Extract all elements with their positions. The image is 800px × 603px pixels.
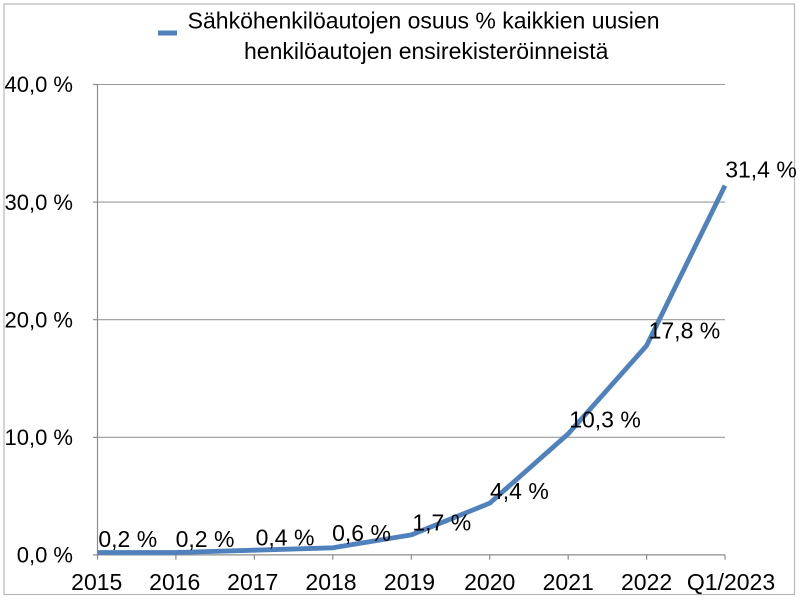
svg-text:1,7 %: 1,7 % (412, 510, 471, 536)
svg-text:0,0 %: 0,0 % (17, 543, 73, 568)
svg-text:2015: 2015 (71, 569, 122, 595)
svg-text:0,6 %: 0,6 % (332, 520, 391, 546)
svg-text:henkilöautojen ensirekisteröin: henkilöautojen ensirekisteröinneistä (244, 38, 609, 64)
svg-text:2022: 2022 (621, 569, 672, 595)
svg-text:2017: 2017 (227, 569, 278, 595)
svg-text:2019: 2019 (384, 569, 435, 595)
svg-text:10,0 %: 10,0 % (5, 425, 74, 450)
svg-text:2021: 2021 (543, 569, 594, 595)
svg-text:40,0 %: 40,0 % (5, 72, 74, 97)
svg-text:Q1/2023: Q1/2023 (687, 569, 775, 595)
svg-text:2018: 2018 (305, 569, 356, 595)
svg-text:20,0 %: 20,0 % (5, 307, 74, 332)
svg-text:30,0 %: 30,0 % (5, 190, 74, 215)
svg-text:Sähköhenkilöautojen osuus % ka: Sähköhenkilöautojen osuus % kaikkien uus… (188, 8, 660, 34)
svg-text:0,4 %: 0,4 % (256, 525, 315, 551)
svg-text:0,2 %: 0,2 % (98, 526, 157, 552)
svg-text:4,4 %: 4,4 % (490, 478, 549, 504)
svg-text:10,3 %: 10,3 % (569, 407, 641, 433)
svg-text:2016: 2016 (149, 569, 200, 595)
svg-text:0,2 %: 0,2 % (176, 526, 235, 552)
svg-text:31,4 %: 31,4 % (725, 157, 797, 183)
svg-text:17,8 %: 17,8 % (649, 317, 721, 343)
svg-text:2020: 2020 (464, 569, 515, 595)
